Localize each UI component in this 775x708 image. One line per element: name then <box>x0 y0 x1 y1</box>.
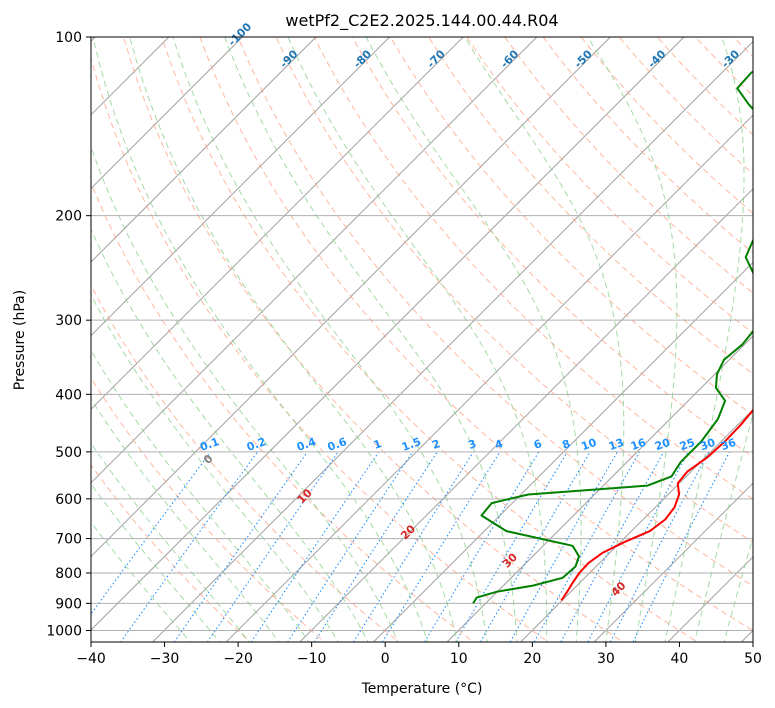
x-tick-label: −30 <box>150 651 180 667</box>
dry-adiabat-line <box>313 37 753 500</box>
moist-adiabat-line <box>91 145 399 642</box>
isotherm-line <box>372 261 753 642</box>
dry-adiabat-line <box>91 284 400 642</box>
x-axis-label: Temperature (°C) <box>361 681 483 697</box>
dry-adiabat-line <box>91 181 475 642</box>
dry-adiabat-line <box>504 37 753 294</box>
isotherm-line <box>91 37 685 631</box>
mixing-ratio-line <box>560 451 665 642</box>
mixing-ratio-label: 1.5 <box>400 435 423 454</box>
dry-adiabat-line <box>275 37 753 543</box>
y-tick-label: 300 <box>55 313 82 329</box>
x-tick-label: −40 <box>76 651 106 667</box>
dewpoint-profile-line <box>472 70 753 604</box>
mixing-ratio-label: 0.6 <box>326 435 349 454</box>
x-tick-label: −10 <box>297 651 327 667</box>
y-tick-label: 500 <box>55 445 82 461</box>
mixing-ratio-label: 0.2 <box>245 435 268 454</box>
y-tick-label: 700 <box>55 532 82 548</box>
x-tick-label: 10 <box>450 651 468 667</box>
plot-frame <box>90 36 754 643</box>
mixing-ratio-label: 30 <box>698 436 717 454</box>
mixing-ratio-line <box>381 451 501 642</box>
mixing-ratio-line <box>206 451 339 642</box>
y-tick-label: 1000 <box>46 624 82 640</box>
isotherm-line <box>91 37 244 190</box>
y-axis-label: Pressure (hPa) <box>12 290 28 390</box>
mixing-ratio-line <box>313 451 438 642</box>
chart-title: wetPf2_C2E2.2025.144.00.44.R04 <box>285 11 558 31</box>
x-tick-label: 0 <box>381 651 390 667</box>
x-tick-label: 50 <box>744 651 762 667</box>
isotherm-line <box>91 37 391 337</box>
isotherm-line <box>91 37 612 558</box>
mixing-ratio-label: 13 <box>607 436 626 453</box>
mixing-ratio-line <box>250 451 380 642</box>
mixing-ratio-label: 3 <box>467 437 479 452</box>
x-axis: −40 −30 −20 −10 0 10 20 30 40 50 <box>76 642 762 667</box>
mixing-ratio-label: 25 <box>678 436 697 453</box>
mixing-ratio-line <box>479 451 591 642</box>
isotherm-line <box>91 37 317 263</box>
isotherm-line <box>446 335 753 642</box>
mixing-ratio-line <box>587 451 689 642</box>
isotherm-line <box>151 40 753 642</box>
mixing-ratio-label: 16 <box>629 436 648 454</box>
x-tick-label: 20 <box>523 651 541 667</box>
y-tick-label: 200 <box>55 209 82 225</box>
mixing-ratio-label: 0.1 <box>198 435 221 454</box>
dry-adiabat-line <box>237 37 753 587</box>
isotherm-line <box>225 114 753 642</box>
mixing-ratio-line <box>173 451 308 642</box>
mixing-ratio-label: 0.4 <box>295 435 318 454</box>
y-tick-label: 100 <box>55 30 82 46</box>
isotherm-line <box>299 188 753 642</box>
mixing-ratio-line <box>632 451 731 642</box>
mixing-ratio-label: 10 <box>580 436 599 454</box>
mixing-ratio-label: 4 <box>493 437 505 452</box>
dry-adiabat-line <box>351 37 753 458</box>
mixing-ratio-line <box>353 451 474 642</box>
y-tick-label: 900 <box>55 596 82 612</box>
mixing-ratio-label: 20 <box>653 436 672 454</box>
x-tick-label: −20 <box>223 651 253 667</box>
y-axis: 100 200 300 400 500 600 700 800 900 1000 <box>46 30 91 640</box>
mixing-ratio-label: 2 <box>430 437 442 452</box>
mixing-ratio-line <box>455 451 568 642</box>
mixing-ratio-line <box>287 451 414 642</box>
isotherm-line <box>91 37 464 410</box>
y-tick-label: 600 <box>55 492 82 508</box>
pressure-grid <box>91 37 753 631</box>
mixing-ratio-label: 1 <box>372 437 384 452</box>
y-tick-label: 800 <box>55 566 82 582</box>
mixing-ratio-line <box>609 451 710 642</box>
x-tick-label: 40 <box>671 651 689 667</box>
isotherm-line <box>519 408 753 642</box>
y-tick-label: 400 <box>55 387 82 403</box>
mixing-ratio-label: 8 <box>560 437 572 452</box>
profile-lines <box>472 70 753 604</box>
isotherm-line <box>593 482 753 642</box>
isotherm-line <box>91 37 538 484</box>
mixing-ratio-label: 6 <box>532 437 544 452</box>
x-tick-label: 30 <box>597 651 615 667</box>
temperature-profile-line <box>560 408 753 602</box>
moist-adiabat-line <box>91 228 369 642</box>
mixing-ratio-line <box>120 451 259 642</box>
mixing-ratio-label: 36 <box>719 436 738 454</box>
